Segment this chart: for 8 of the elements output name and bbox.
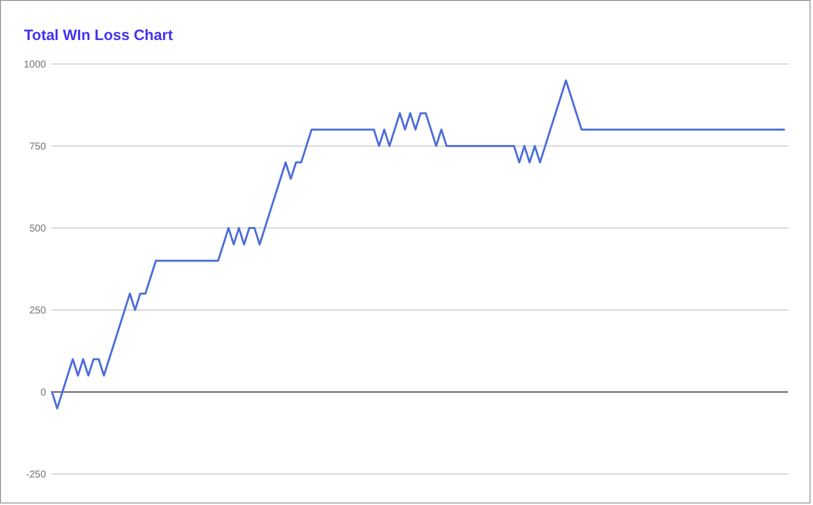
- y-tick-label: 500: [29, 224, 46, 234]
- y-tick-label: -250: [26, 470, 46, 480]
- y-tick-label: 1000: [24, 60, 46, 70]
- chart-title: Total WIn Loss Chart: [24, 27, 173, 44]
- y-tick-label: 750: [29, 142, 46, 152]
- line-series: [51, 79, 785, 410]
- y-tick-label: 0: [40, 388, 46, 398]
- y-tick-label: 250: [29, 306, 46, 316]
